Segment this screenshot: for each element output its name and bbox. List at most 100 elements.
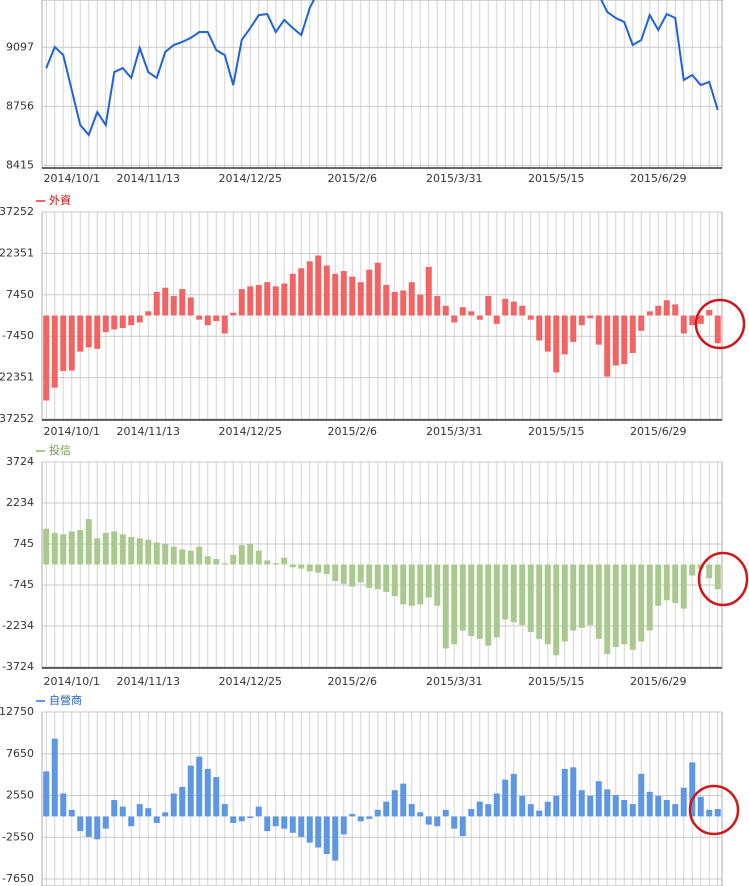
bar [417,812,424,817]
bar [451,315,458,323]
bar [68,809,75,817]
bar [442,809,449,817]
bar [153,291,160,316]
bar [425,816,432,825]
bar [408,282,415,316]
y-tick-label: 12750 [0,705,34,718]
bar [595,781,602,817]
bar [357,816,364,822]
panels: 8415 8756 9097 2014/10/1 2014/11/13 2014/12/2… [0,0,723,886]
bar [680,787,687,817]
bar [536,564,543,639]
bar [468,311,475,316]
bar [629,804,636,817]
bar [306,261,313,316]
bar [349,276,356,316]
y-tick-label: 2234 [6,496,34,509]
bar [94,816,101,840]
bar [162,287,169,316]
bar [663,800,670,817]
x-tick-label: 2015/2/6 [328,675,377,688]
bar [697,315,704,324]
bar [391,790,398,817]
bar [204,768,211,817]
bar [230,554,237,565]
bar [578,790,585,817]
bar [213,558,220,565]
bar [51,532,58,565]
bar [247,816,254,819]
y-tick-label: -7650 [2,872,34,885]
bar [408,564,415,606]
x-tick-label: 2015/2/6 [328,172,377,185]
bar [179,786,186,817]
bar [476,801,483,817]
bar [77,315,84,352]
bar [442,564,449,649]
bar [77,530,84,565]
x-tick-label: 2015/3/31 [426,675,482,688]
bar [646,791,653,817]
bar [187,765,194,817]
bar [366,269,373,316]
bar [145,539,152,565]
x-tick-label: 2015/6/29 [630,675,686,688]
bar [553,564,560,656]
bar [587,564,594,626]
bar [434,296,441,316]
bar [689,762,696,817]
bar [289,816,296,833]
bar [417,294,424,316]
plot-area [41,0,723,169]
bar [706,564,713,579]
bar [111,315,118,330]
bar [621,564,628,645]
bar [451,816,458,829]
y-tick-label: 8756 [6,99,34,112]
bar [621,315,628,365]
bar [51,315,58,388]
bar [255,806,262,817]
y-tick-label: 745 [13,537,34,550]
bar [85,519,92,565]
bar [425,564,432,598]
bar [502,564,509,620]
bar [536,315,543,341]
bar [655,305,662,316]
bar [672,304,679,316]
bar [340,271,347,316]
bar [612,795,619,817]
bar [714,315,721,344]
bar [94,538,101,565]
bar [162,812,169,817]
bar [510,773,517,817]
bar [145,311,152,316]
bar [544,801,551,817]
bar [357,564,364,583]
bar [85,315,92,348]
bar [340,816,347,835]
bar [629,315,636,354]
bar [196,546,203,565]
bar [289,273,296,316]
bar [493,793,500,817]
bar [298,564,305,569]
bar [145,808,152,817]
bar [612,315,619,366]
bar [561,768,568,817]
bar [655,795,662,817]
bar [434,816,441,827]
bar [94,315,101,349]
legend-label: 投信 [49,443,71,457]
bar [60,534,67,565]
bar [68,315,75,371]
bar [255,284,262,316]
bar [561,564,568,642]
x-tick-label: 2015/5/15 [528,425,584,438]
bar [179,549,186,565]
bar [374,564,381,590]
bar [289,564,296,568]
bar [230,816,237,823]
